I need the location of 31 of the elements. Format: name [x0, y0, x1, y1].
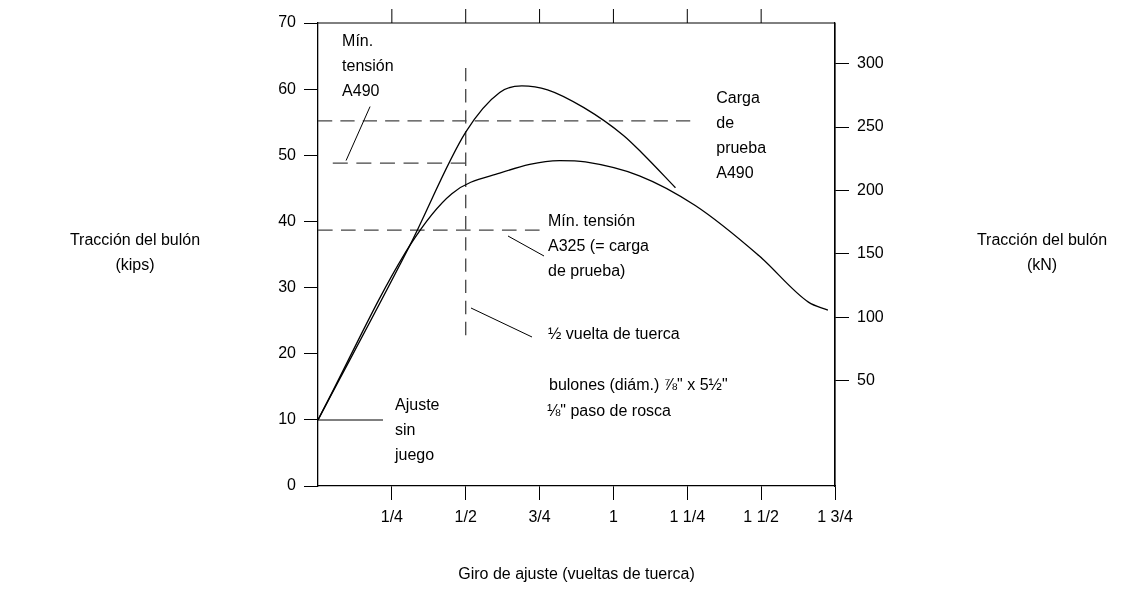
- y2-tick-label: 250: [857, 117, 884, 135]
- y-tick-label: 10: [278, 410, 297, 428]
- annotation: Mín. tensión A325 (= carga de prueba): [548, 212, 650, 280]
- y2-tick-label: 150: [857, 244, 884, 262]
- y2-tick-label: 300: [857, 54, 884, 71]
- y2-tick-label: 200: [857, 180, 884, 198]
- x-tick-label: 1 1/2: [743, 508, 780, 526]
- annotation: ⅛" paso de rosca: [547, 402, 672, 420]
- y2-tick-label: 100: [857, 307, 884, 325]
- x-tick-label: 1/2: [454, 508, 477, 526]
- y-tick-label: 0: [287, 476, 297, 494]
- annotation: bulones (diám.) ⅞" x 5½": [549, 376, 728, 394]
- y-axis-title: Tracción del bulón (kips): [69, 231, 201, 274]
- x-tick-label: 1/4: [380, 508, 404, 526]
- text: Tracción del bulón (kN): [976, 231, 1108, 274]
- y-tick-label: 60: [278, 79, 297, 97]
- x-tick-label: 3/4: [528, 508, 551, 526]
- annotation: Carga de prueba A490: [716, 89, 767, 182]
- annotation: Ajuste sin juego: [394, 396, 440, 464]
- y2-tick-label: 50: [857, 371, 875, 389]
- annotation: Mín. tensión A490: [342, 31, 394, 99]
- y-tick-label: 40: [278, 211, 297, 229]
- y-tick-label: 70: [278, 13, 297, 31]
- y-tick-label: 20: [278, 344, 297, 362]
- y-tick-label: 50: [278, 145, 297, 163]
- x-axis-title: Giro de ajuste (vueltas de tuerca): [458, 565, 695, 583]
- x-tick-label: 1: [608, 508, 618, 526]
- annotation: ½ vuelta de tuerca: [548, 325, 680, 343]
- x-tick-label: 1 1/4: [669, 508, 706, 526]
- y-tick-label: 30: [278, 277, 297, 295]
- x-tick-label: 1 3/4: [817, 508, 853, 526]
